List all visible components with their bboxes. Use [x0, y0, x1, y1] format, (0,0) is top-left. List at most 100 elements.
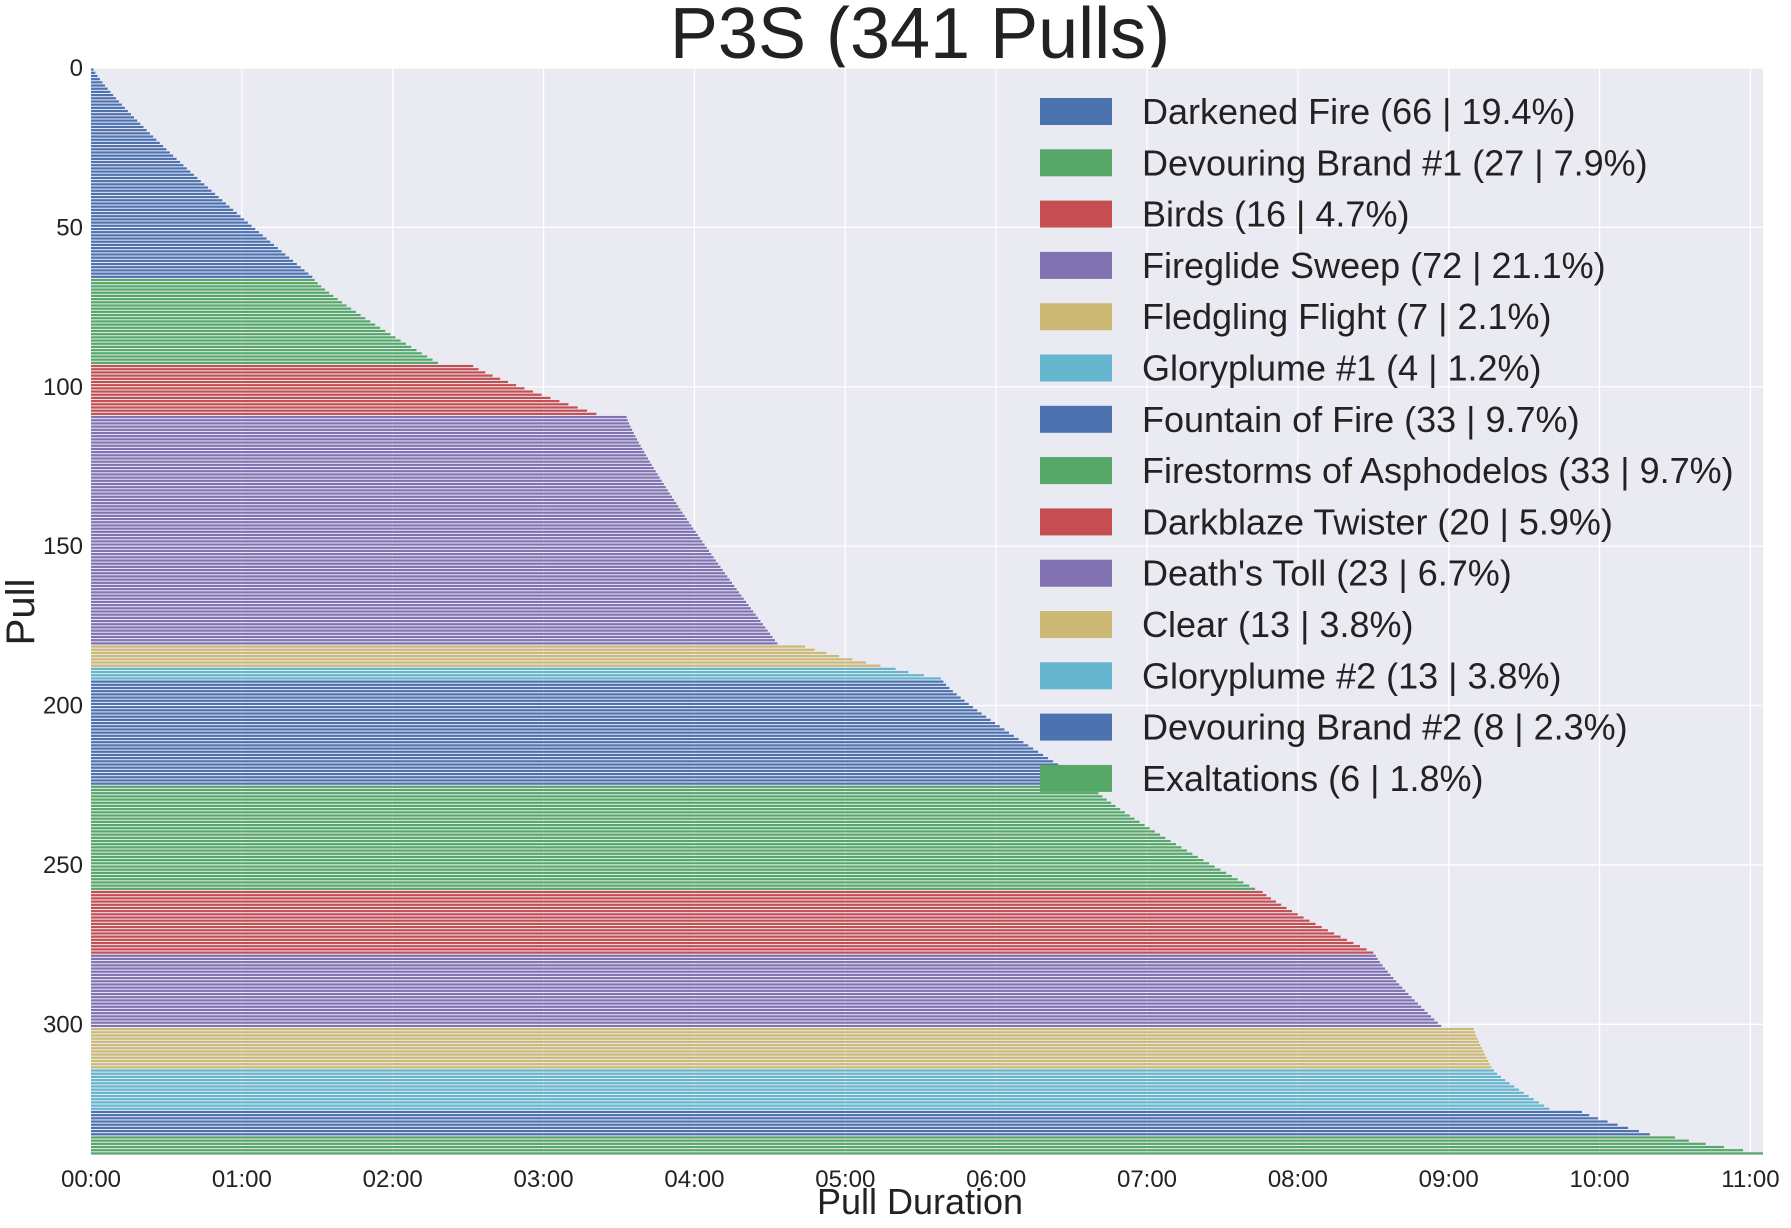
legend-label: Darkblaze Twister (20 | 5.9%)	[1142, 501, 1613, 542]
x-tick-label: 11:00	[1721, 1166, 1779, 1193]
pull-bar	[91, 568, 723, 572]
legend-swatch	[1040, 611, 1112, 638]
pull-bar	[91, 364, 474, 368]
pull-bar	[91, 823, 1145, 827]
pull-bar	[91, 951, 1374, 954]
pull-bar	[91, 591, 740, 594]
pull-bar	[91, 160, 180, 164]
pull-bar	[91, 269, 305, 272]
pull-bar	[91, 438, 638, 441]
x-tick-label: 05:00	[815, 1166, 875, 1193]
y-axis-ticks: 0 50 100 150 200 250 300	[43, 55, 83, 1038]
pull-bar	[91, 932, 1335, 935]
pull-bar	[91, 1021, 1438, 1024]
pull-bar	[91, 677, 941, 680]
pull-bar	[91, 804, 1116, 808]
x-tick-label: 10:00	[1570, 1166, 1630, 1193]
pull-bar	[91, 1027, 1474, 1031]
pull-bar	[91, 119, 138, 122]
pull-bar	[91, 259, 294, 262]
pull-bar	[91, 976, 1394, 980]
pull-bar	[91, 632, 771, 635]
pull-bar	[91, 1008, 1425, 1012]
pull-bar	[91, 919, 1310, 922]
pull-bar	[91, 508, 681, 511]
pull-bar	[91, 929, 1328, 932]
pull-bar	[91, 202, 226, 205]
pull-bar	[91, 859, 1204, 862]
y-axis-label: Pull	[0, 579, 43, 646]
pull-bar	[91, 1123, 1618, 1126]
pull-bar	[91, 87, 108, 90]
pull-bar	[91, 600, 747, 604]
pull-bar	[91, 1024, 1442, 1027]
pull-bar	[91, 374, 493, 377]
pull-bar	[91, 980, 1397, 983]
pull-bar	[91, 109, 128, 113]
pull-bar	[91, 384, 517, 387]
pull-bar	[91, 906, 1287, 910]
pull-bar	[91, 1075, 1502, 1078]
pull-bar	[91, 817, 1135, 820]
pull-bar	[91, 1040, 1479, 1043]
pull-bar	[91, 1085, 1515, 1088]
pull-bar	[91, 71, 96, 74]
pull-bar	[91, 655, 840, 658]
pull-bar	[91, 683, 947, 686]
pull-bar	[91, 380, 508, 384]
pull-bar	[91, 186, 208, 189]
pull-bar	[91, 298, 338, 301]
pull-bar	[91, 145, 164, 148]
pull-bar	[91, 291, 330, 294]
legend-label: Fountain of Fire (33 | 9.7%)	[1142, 399, 1580, 440]
pull-bar	[91, 693, 957, 696]
pull-bar	[91, 247, 278, 250]
pull-bar	[91, 387, 525, 390]
pull-bar	[91, 94, 114, 97]
pull-bar	[91, 945, 1361, 948]
y-tick-label: 200	[43, 693, 83, 720]
legend-label: Gloryplume #1 (4 | 1.2%)	[1142, 348, 1542, 389]
y-tick-label: 300	[43, 1011, 83, 1038]
pull-bar	[91, 227, 256, 231]
pull-bar	[91, 546, 707, 549]
legend-swatch	[1040, 508, 1112, 536]
pull-bar	[91, 1152, 1763, 1155]
pull-bar	[91, 597, 744, 600]
pull-bar	[91, 1059, 1489, 1063]
pull-bar	[91, 890, 1263, 894]
pull-bar	[91, 1088, 1519, 1091]
pull-bar	[91, 527, 694, 530]
pull-bar	[91, 266, 301, 269]
pull-bar	[91, 935, 1341, 938]
pull-bar	[91, 1063, 1490, 1066]
pull-bar	[91, 234, 263, 237]
legend-swatch	[1040, 98, 1112, 125]
pull-bar	[91, 205, 230, 208]
pull-bar	[91, 125, 144, 129]
pull-bar	[91, 521, 690, 524]
pull-bar	[91, 454, 647, 457]
pull-bar	[91, 801, 1112, 804]
pull-bar	[91, 103, 122, 106]
y-tick-label: 100	[43, 374, 83, 401]
legend-swatch	[1040, 662, 1112, 690]
pull-bar	[91, 167, 187, 170]
pull-bar	[91, 514, 685, 517]
pull-bar	[91, 782, 1090, 785]
pull-bar	[91, 543, 705, 546]
pull-bar	[91, 135, 154, 138]
pull-bar	[91, 798, 1107, 801]
pull-bar	[91, 400, 560, 403]
pull-bar	[91, 648, 815, 651]
pull-bar	[91, 517, 687, 521]
pull-bar	[91, 533, 698, 537]
pull-bar	[91, 830, 1155, 833]
pull-bar	[91, 113, 131, 116]
pull-bar	[91, 355, 428, 358]
pull-bar	[91, 326, 381, 329]
pull-bar	[91, 1133, 1650, 1136]
pull-bar	[91, 916, 1304, 919]
x-tick-label: 08:00	[1268, 1166, 1328, 1193]
pull-bar	[91, 406, 578, 409]
